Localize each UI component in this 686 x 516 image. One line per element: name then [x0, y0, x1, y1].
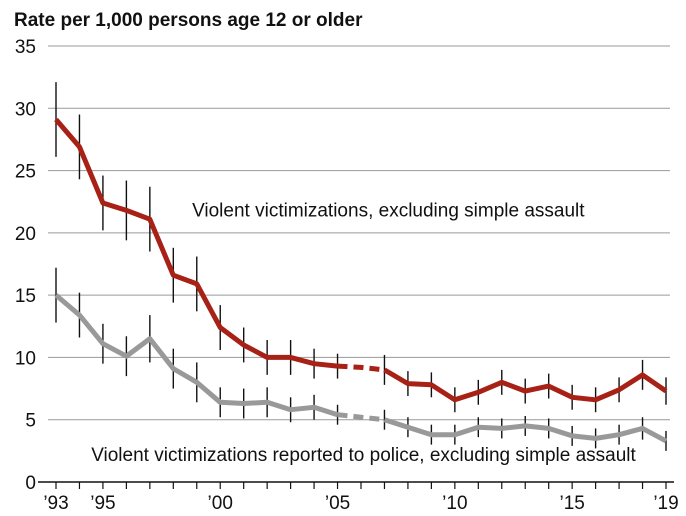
gridlines — [48, 45, 670, 421]
x-axis: ’93 ’95 ’00 ’05 ’10 ’15 ’19 — [38, 481, 679, 514]
x-tick-label: ’93 — [43, 493, 68, 514]
x-tick-label: ’00 — [208, 493, 233, 514]
x-tick-label: ’19 — [653, 493, 678, 514]
x-tick-label: ’95 — [90, 493, 115, 514]
series-line-1 — [54, 293, 339, 418]
y-tick-label: 25 — [15, 162, 36, 183]
series-line-0 — [54, 117, 338, 369]
series-line-0 — [383, 367, 668, 403]
annotation-reported-to-police: Violent victimizations reported to polic… — [91, 445, 636, 466]
y-tick-label: 15 — [15, 286, 36, 307]
annotation-violent-victimizations: Violent victimizations, excluding simple… — [192, 201, 585, 222]
y-axis-ticks: 0 5 10 15 20 25 30 35 — [15, 37, 36, 494]
y-tick-label: 0 — [25, 473, 36, 494]
x-tick-label: ’15 — [559, 493, 584, 514]
chart-title: Rate per 1,000 persons age 12 or older — [14, 10, 363, 31]
series-line-1 — [383, 417, 668, 444]
y-tick-label: 30 — [15, 99, 36, 120]
series-line-1 — [337, 412, 385, 423]
x-tick-label: ’05 — [325, 493, 350, 514]
series-line-0 — [337, 363, 385, 373]
y-tick-label: 20 — [15, 224, 36, 245]
series-lines — [54, 117, 668, 444]
y-tick-label: 5 — [25, 411, 36, 432]
y-tick-label: 35 — [15, 37, 36, 58]
x-tick-label: ’10 — [442, 493, 467, 514]
y-tick-label: 10 — [15, 348, 36, 369]
